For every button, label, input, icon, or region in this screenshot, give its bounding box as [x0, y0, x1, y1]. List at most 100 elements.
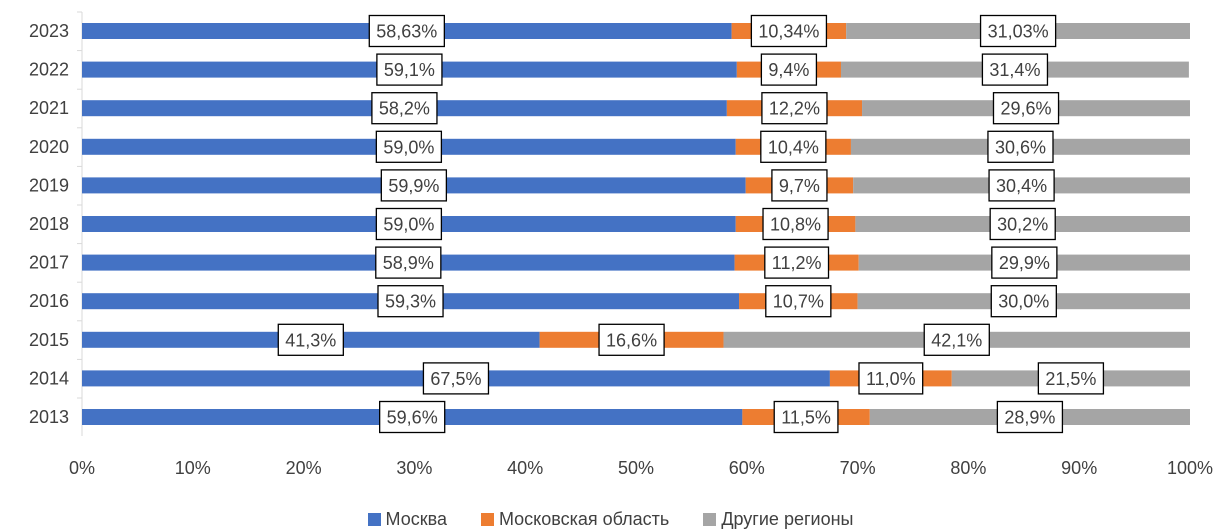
x-tick-label: 10% — [175, 458, 211, 478]
x-tick-label: 0% — [69, 458, 95, 478]
data-label: 30,2% — [989, 207, 1056, 241]
data-label-text: 11,2% — [772, 253, 822, 273]
data-label: 31,03% — [979, 14, 1057, 48]
data-label: 11,5% — [773, 400, 839, 434]
data-label-text: 10,7% — [773, 292, 824, 312]
category-label: 2021 — [29, 98, 69, 118]
data-label-text: 30,4% — [996, 176, 1047, 196]
category-label: 2020 — [29, 137, 69, 157]
data-label-box — [750, 14, 828, 48]
data-label-text: 59,6% — [387, 408, 438, 428]
data-label-text: 10,8% — [770, 215, 821, 235]
data-label: 16,6% — [598, 323, 665, 356]
data-label-box — [764, 246, 830, 279]
data-label: 58,9% — [375, 246, 442, 279]
data-label: 30,6% — [987, 130, 1054, 163]
data-label: 30,4% — [988, 169, 1055, 202]
data-label: 42,1% — [923, 323, 990, 356]
chart-legend: Москва Московская область Другие регионы — [0, 508, 1221, 530]
data-label-box — [598, 323, 665, 356]
data-label-text: 10,4% — [768, 137, 819, 157]
data-label-box — [991, 246, 1058, 279]
legend-swatch — [703, 512, 717, 526]
data-label-box — [979, 14, 1057, 48]
data-label-text: 59,0% — [383, 215, 434, 235]
data-label: 67,5% — [422, 362, 490, 395]
data-label-box — [996, 400, 1064, 434]
legend-item: Москва — [367, 509, 447, 530]
data-label-text: 11,5% — [781, 408, 831, 428]
data-label: 11,0% — [858, 362, 924, 395]
data-label: 59,3% — [377, 285, 444, 318]
data-label-box — [375, 130, 443, 163]
data-label-box — [990, 285, 1057, 318]
x-tick-label: 90% — [1061, 458, 1097, 478]
category-label: 2013 — [29, 407, 69, 427]
data-label-box — [371, 92, 438, 125]
data-label-box — [375, 246, 442, 279]
legend-swatch — [367, 512, 381, 526]
data-label: 59,6% — [379, 400, 446, 434]
data-label: 30,0% — [990, 285, 1057, 318]
data-label: 11,2% — [764, 246, 830, 279]
data-label: 58,63% — [368, 14, 445, 48]
data-label: 41,3% — [277, 323, 344, 356]
data-label-box — [761, 92, 828, 125]
data-label-text: 59,1% — [384, 60, 435, 80]
category-label: 2019 — [29, 175, 69, 195]
data-label: 10,4% — [760, 130, 827, 163]
data-label-text: 58,9% — [383, 253, 434, 273]
category-label: 2018 — [29, 214, 69, 234]
x-tick-label: 100% — [1167, 458, 1213, 478]
data-label-box — [368, 14, 445, 48]
data-label-text: 9,4% — [768, 60, 809, 80]
data-label-box — [760, 53, 818, 86]
legend-swatch — [480, 512, 494, 526]
data-label: 59,0% — [375, 130, 443, 163]
x-tick-label: 70% — [840, 458, 876, 478]
data-labels-layer: 58,63% 10,34% 31,03% 59,1% 9,4% 31,4% 58,2% 12,… — [277, 14, 1105, 434]
data-label-text: 31,4% — [989, 60, 1040, 80]
data-label: 10,8% — [762, 207, 829, 241]
data-label-text: 30,6% — [995, 137, 1046, 157]
x-tick-label: 80% — [950, 458, 986, 478]
data-label-text: 59,3% — [385, 292, 436, 312]
data-label-text: 59,9% — [388, 176, 439, 196]
data-label: 31,4% — [981, 53, 1049, 86]
data-label-box — [277, 323, 344, 356]
data-label-box — [377, 285, 444, 318]
category-label: 2022 — [29, 60, 69, 80]
x-tick-label: 30% — [396, 458, 432, 478]
data-label-text: 29,6% — [1000, 99, 1051, 119]
data-label-text: 10,34% — [758, 22, 819, 42]
data-label-text: 42,1% — [931, 330, 982, 350]
legend-item: Другие регионы — [703, 509, 853, 530]
data-label-box — [765, 285, 832, 318]
category-label: 2023 — [29, 21, 69, 41]
legend-label: Московская область — [498, 508, 670, 529]
data-label: 10,7% — [765, 285, 832, 318]
data-label-text: 11,0% — [866, 369, 916, 389]
data-label-box — [376, 53, 443, 86]
data-label: 59,0% — [375, 207, 443, 241]
category-label: 2016 — [29, 291, 69, 311]
data-label: 9,7% — [771, 169, 828, 202]
x-tick-label: 20% — [286, 458, 322, 478]
data-label-box — [858, 362, 924, 395]
data-label-text: 16,6% — [606, 330, 657, 350]
data-label: 9,4% — [760, 53, 818, 86]
x-tick-label: 40% — [507, 458, 543, 478]
data-label-box — [992, 92, 1060, 125]
data-label-text: 58,2% — [379, 99, 430, 119]
x-tick-label: 60% — [729, 458, 765, 478]
data-label: 12,2% — [761, 92, 828, 125]
data-label-text: 59,0% — [383, 137, 434, 157]
data-label-box — [987, 130, 1054, 163]
data-label-text: 41,3% — [285, 330, 336, 350]
data-label-text: 9,7% — [779, 176, 820, 196]
data-label-text: 28,9% — [1004, 408, 1055, 428]
legend-label: Другие регионы — [721, 508, 854, 529]
data-label-box — [375, 207, 443, 241]
data-label-box — [380, 169, 448, 202]
data-label-text: 12,2% — [769, 99, 820, 119]
